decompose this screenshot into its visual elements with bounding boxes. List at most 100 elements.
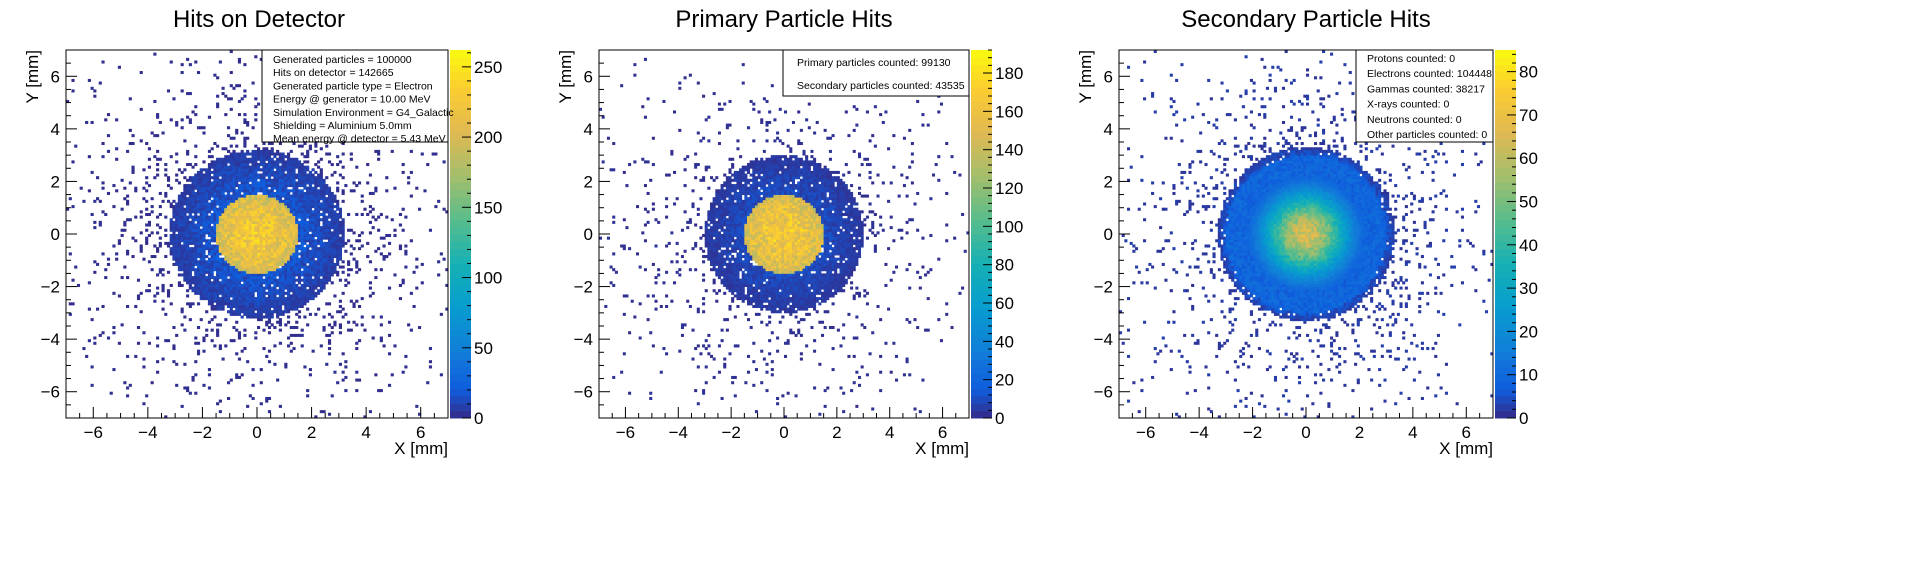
heatmap-cell — [702, 255, 706, 259]
heatmap-cell — [270, 278, 274, 282]
heatmap-cell — [267, 326, 272, 330]
heatmap-cell — [731, 381, 735, 385]
heatmap-cell — [426, 381, 430, 385]
heatmap-cell — [213, 249, 217, 253]
heatmap-cell — [289, 247, 293, 251]
heatmap-cell — [183, 207, 187, 211]
heatmap-cell — [169, 60, 173, 64]
heatmap-cell — [218, 223, 222, 227]
heatmap-cell — [139, 231, 143, 235]
heatmap-cell — [194, 262, 198, 266]
heatmap-cell — [707, 115, 711, 119]
heatmap-cell — [229, 312, 233, 316]
heatmap-cell — [207, 273, 212, 277]
heatmap-cell — [327, 255, 332, 259]
heatmap-cell — [169, 155, 173, 159]
heatmap-cell — [306, 294, 310, 298]
heatmap-cell — [308, 373, 312, 377]
heatmap-cell — [628, 247, 632, 251]
heatmap-cell — [717, 199, 721, 203]
heatmap-cell — [707, 234, 711, 238]
heatmap-cell — [235, 226, 239, 230]
heatmap-cell — [336, 199, 340, 203]
heatmap-cell — [344, 365, 348, 369]
colorbar-band — [450, 278, 471, 287]
heatmap-cell — [379, 323, 383, 327]
heatmap-cell — [106, 149, 111, 153]
heatmap-cell — [306, 212, 310, 216]
heatmap-cell — [183, 255, 187, 259]
heatmap-cell — [246, 228, 250, 232]
heatmap-cell — [739, 205, 743, 209]
heatmap-cell — [278, 142, 282, 146]
heatmap-cell — [287, 257, 291, 261]
heatmap-cell — [229, 239, 233, 243]
heatmap-cell — [199, 184, 203, 188]
heatmap-cell — [267, 152, 272, 156]
heatmap-cell — [210, 249, 214, 253]
heatmap-cell — [322, 252, 326, 256]
heatmap-cell — [379, 268, 383, 272]
heatmap-cell — [319, 226, 323, 230]
heatmap-cell — [169, 283, 173, 287]
heatmap-cell — [188, 210, 192, 214]
heatmap-cell — [325, 186, 329, 190]
heatmap-cell — [246, 199, 250, 203]
heatmap-cell — [267, 160, 272, 164]
heatmap-cell — [213, 194, 217, 198]
heatmap-cell — [319, 239, 323, 243]
heatmap-cell — [248, 297, 252, 301]
heatmap-cell — [180, 63, 184, 67]
colorbar-band — [450, 241, 471, 250]
heatmap-cell — [229, 268, 233, 272]
heatmap-cell — [314, 415, 318, 419]
heatmap-cell — [235, 373, 239, 377]
heatmap-cell — [319, 241, 323, 245]
heatmap-cell — [336, 155, 340, 159]
heatmap-cell — [262, 302, 266, 306]
heatmap-cell — [257, 231, 261, 235]
heatmap-cell — [357, 378, 362, 382]
heatmap-cell — [235, 197, 239, 201]
heatmap-cell — [289, 220, 293, 224]
heatmap-cell — [333, 220, 337, 224]
heatmap-cell — [240, 184, 244, 188]
heatmap-cell — [665, 294, 669, 298]
heatmap-cell — [736, 236, 740, 240]
heatmap-cell — [270, 207, 274, 211]
heatmap-cell — [235, 218, 239, 222]
heatmap-cell — [322, 255, 326, 259]
heatmap-cell — [278, 310, 282, 314]
heatmap-cell — [728, 273, 732, 277]
heatmap-cell — [115, 252, 119, 256]
heatmap-cell — [728, 289, 732, 293]
heatmap-cell — [240, 178, 244, 182]
heatmap-cell — [733, 394, 737, 398]
heatmap-cell — [216, 236, 220, 240]
heatmap-cell — [292, 268, 296, 272]
heatmap-cell — [393, 228, 397, 232]
heatmap-cell — [96, 262, 100, 266]
heatmap-cell — [739, 291, 743, 295]
heatmap-cell — [303, 299, 307, 303]
heatmap-cell — [123, 220, 127, 224]
heatmap-cell — [150, 210, 154, 214]
heatmap-cell — [224, 289, 228, 293]
heatmap-cell — [156, 247, 160, 251]
heatmap-cell — [262, 205, 266, 209]
heatmap-cell — [287, 281, 291, 285]
heatmap-cell — [731, 276, 735, 280]
heatmap-cell — [248, 205, 252, 209]
heatmap-cell — [606, 136, 610, 140]
heatmap-cell — [284, 178, 288, 182]
heatmap-cell — [216, 302, 220, 306]
heatmap-cell — [327, 191, 332, 195]
heatmap-cell — [257, 210, 261, 214]
heatmap-cell — [276, 312, 280, 316]
heatmap-cell — [300, 205, 304, 209]
heatmap-cell — [704, 231, 708, 235]
heatmap-cell — [723, 257, 727, 261]
heatmap-cell — [314, 176, 318, 180]
heatmap-cell — [199, 189, 203, 193]
heatmap-cell — [704, 381, 708, 385]
